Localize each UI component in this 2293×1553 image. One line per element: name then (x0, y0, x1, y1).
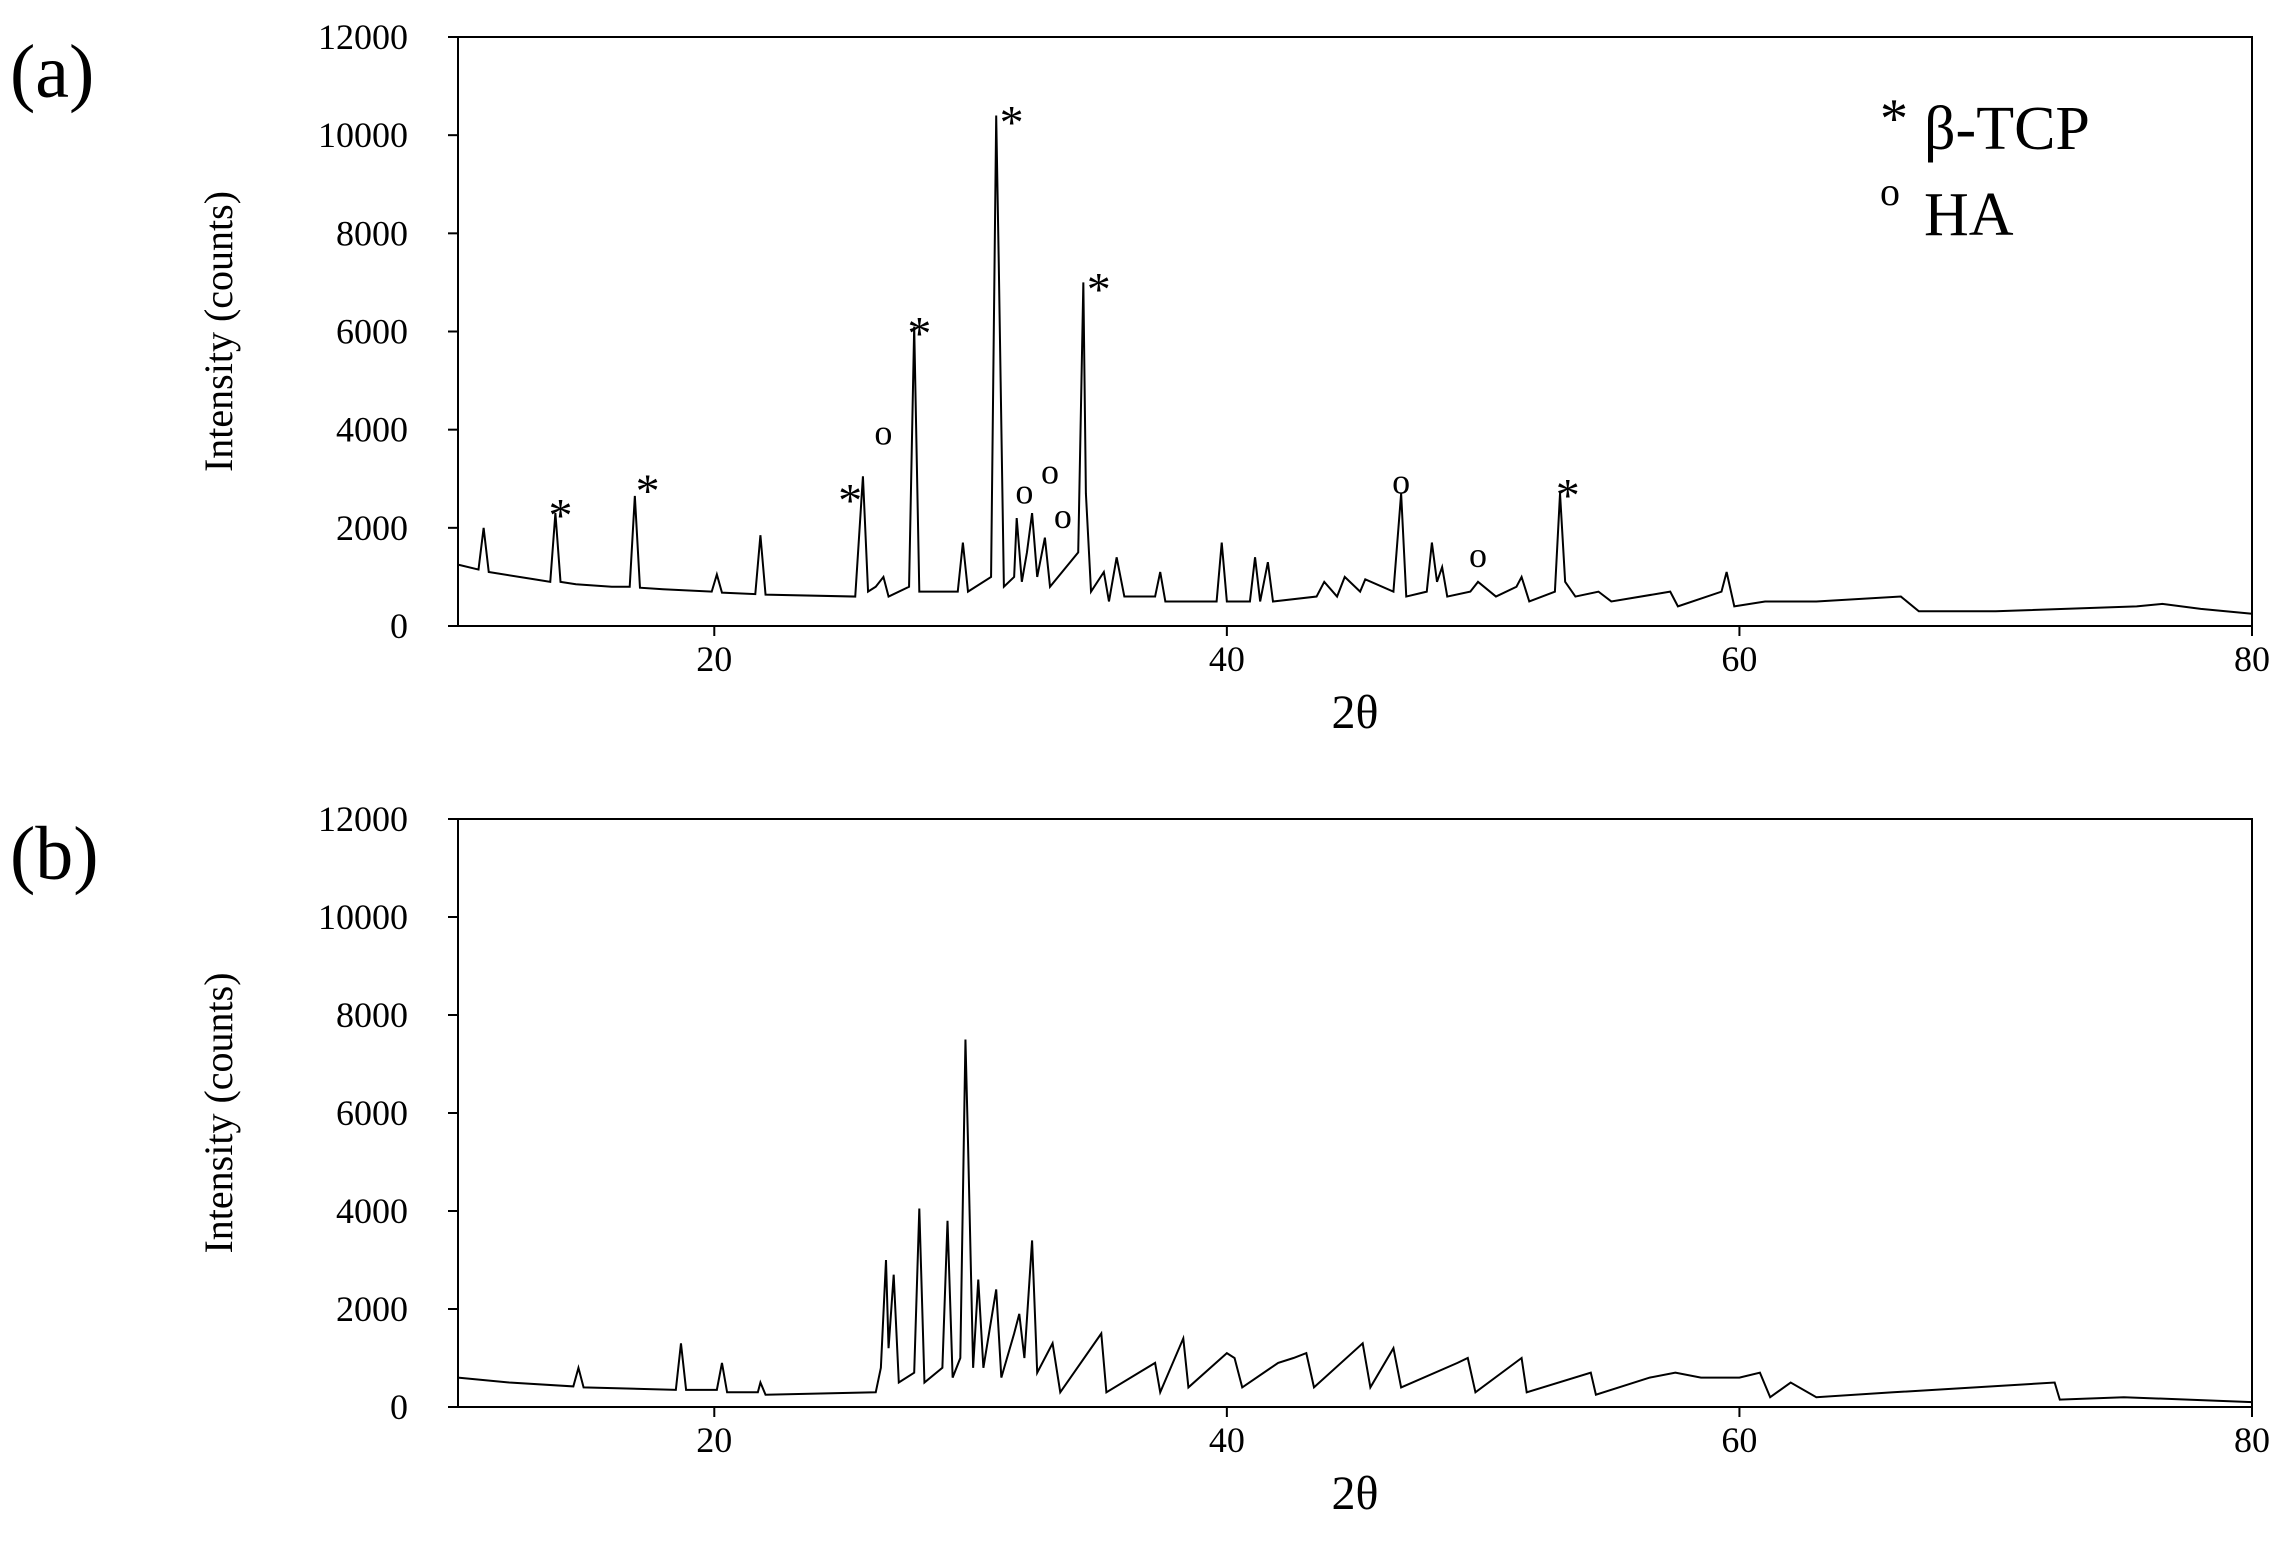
xrd-line (457, 115, 2253, 615)
y-tick-label: 4000 (336, 1191, 408, 1231)
x-tick-label: 80 (2234, 1420, 2270, 1460)
y-tick-label: 0 (390, 1387, 408, 1427)
peak-marker: o (1054, 496, 1072, 536)
x-tick-label: 80 (2234, 639, 2270, 679)
y-tick-label: 12000 (318, 799, 408, 839)
y-tick-label: 10000 (318, 115, 408, 155)
legend-label: β-TCP (1924, 95, 2090, 163)
y-tick-label: 2000 (336, 508, 408, 548)
x-tick-label: 20 (696, 639, 732, 679)
peak-marker: * (907, 308, 931, 361)
x-tick-label: 60 (1721, 1420, 1757, 1460)
x-axis-title: 2θ (1332, 686, 1379, 739)
y-tick-label: 4000 (336, 410, 408, 450)
x-tick-label: 40 (1209, 1420, 1245, 1460)
y-axis-title: Intensity (counts) (196, 972, 241, 1253)
peak-marker: o (1469, 535, 1487, 575)
legend-symbol: o (1880, 169, 1900, 214)
y-tick-label: 12000 (318, 17, 408, 57)
y-tick-label: 10000 (318, 897, 408, 937)
xrd-line (457, 1039, 2253, 1404)
y-tick-label: 8000 (336, 995, 408, 1035)
peak-marker: * (1556, 470, 1580, 523)
peak-marker: o (1041, 452, 1059, 492)
y-tick-label: 2000 (336, 1289, 408, 1329)
y-axis-title: Intensity (counts) (196, 191, 241, 472)
panel-label: (a) (10, 30, 94, 114)
peak-marker: o (874, 412, 892, 452)
y-tick-label: 6000 (336, 1093, 408, 1133)
y-tick-label: 6000 (336, 312, 408, 352)
x-tick-label: 60 (1721, 639, 1757, 679)
x-tick-label: 40 (1209, 639, 1245, 679)
x-axis-title: 2θ (1332, 1467, 1379, 1520)
legend-label: HA (1924, 181, 2014, 249)
peak-marker: * (838, 475, 862, 528)
peak-marker: o (1015, 471, 1033, 511)
y-tick-label: 8000 (336, 213, 408, 253)
peak-marker: * (636, 465, 660, 518)
peak-marker: * (1087, 264, 1111, 317)
x-tick-label: 20 (696, 1420, 732, 1460)
peak-marker: o (1392, 461, 1410, 501)
panel-label: (b) (10, 812, 99, 896)
plot-frame (457, 818, 2253, 1408)
peak-marker: * (549, 489, 573, 542)
peak-marker: * (1000, 97, 1024, 150)
legend-symbol: * (1880, 88, 1908, 150)
y-tick-label: 0 (390, 606, 408, 646)
